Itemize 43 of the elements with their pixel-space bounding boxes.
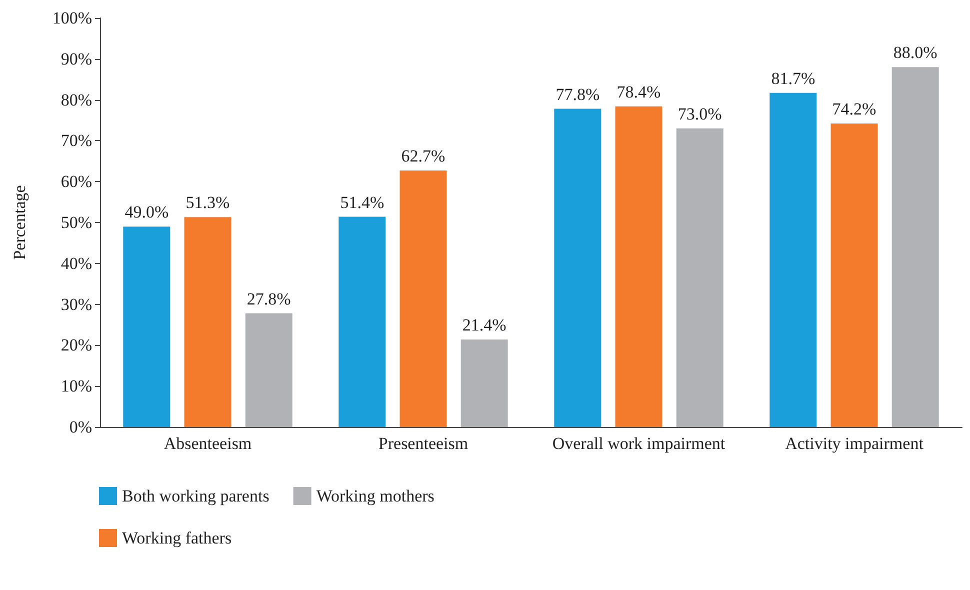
y-tick-label: 20% — [60, 336, 92, 355]
y-tick-label: 50% — [60, 213, 92, 232]
data-label: 21.4% — [462, 315, 506, 334]
y-tick-label: 30% — [60, 294, 92, 314]
y-tick-label: 40% — [60, 254, 92, 273]
bar — [184, 217, 232, 427]
legend-label: Working mothers — [316, 486, 434, 506]
bar — [400, 170, 447, 427]
x-tick-label: Presenteeism — [378, 434, 468, 453]
bar — [615, 106, 662, 427]
bar — [245, 313, 292, 427]
y-tick-label: 0% — [69, 418, 92, 436]
data-label: 81.7% — [771, 68, 816, 88]
data-label: 51.4% — [340, 192, 384, 212]
bar — [892, 67, 939, 427]
y-tick-label: 70% — [60, 131, 92, 150]
y-tick-label: 90% — [60, 49, 92, 68]
data-label: 62.7% — [401, 146, 446, 166]
data-label: 49.0% — [124, 202, 169, 222]
y-tick-label: 10% — [60, 376, 92, 396]
data-label: 73.0% — [678, 104, 722, 124]
bar — [770, 92, 817, 427]
bar — [676, 128, 724, 427]
bar — [830, 124, 878, 427]
data-label: 77.8% — [556, 84, 600, 104]
y-tick-label: 60% — [60, 172, 92, 192]
y-tick-label: 80% — [60, 90, 92, 110]
legend-label: Both working parents — [122, 486, 270, 506]
bar — [460, 339, 508, 427]
x-tick-label: Overall work impairment — [552, 434, 726, 453]
data-label: 27.8% — [246, 289, 291, 308]
x-tick-label: Absenteeism — [164, 434, 252, 453]
y-tick-label: 100% — [52, 8, 92, 28]
data-label: 74.2% — [832, 100, 876, 119]
y-axis-title: Percentage — [10, 185, 29, 260]
bar — [338, 216, 386, 427]
bar — [554, 108, 602, 427]
bar — [123, 226, 170, 427]
data-label: 88.0% — [893, 43, 938, 62]
data-label: 51.3% — [186, 193, 230, 212]
x-tick-label: Activity impairment — [785, 434, 924, 453]
data-label: 78.4% — [616, 82, 661, 102]
legend-label: Working fathers — [122, 528, 232, 548]
